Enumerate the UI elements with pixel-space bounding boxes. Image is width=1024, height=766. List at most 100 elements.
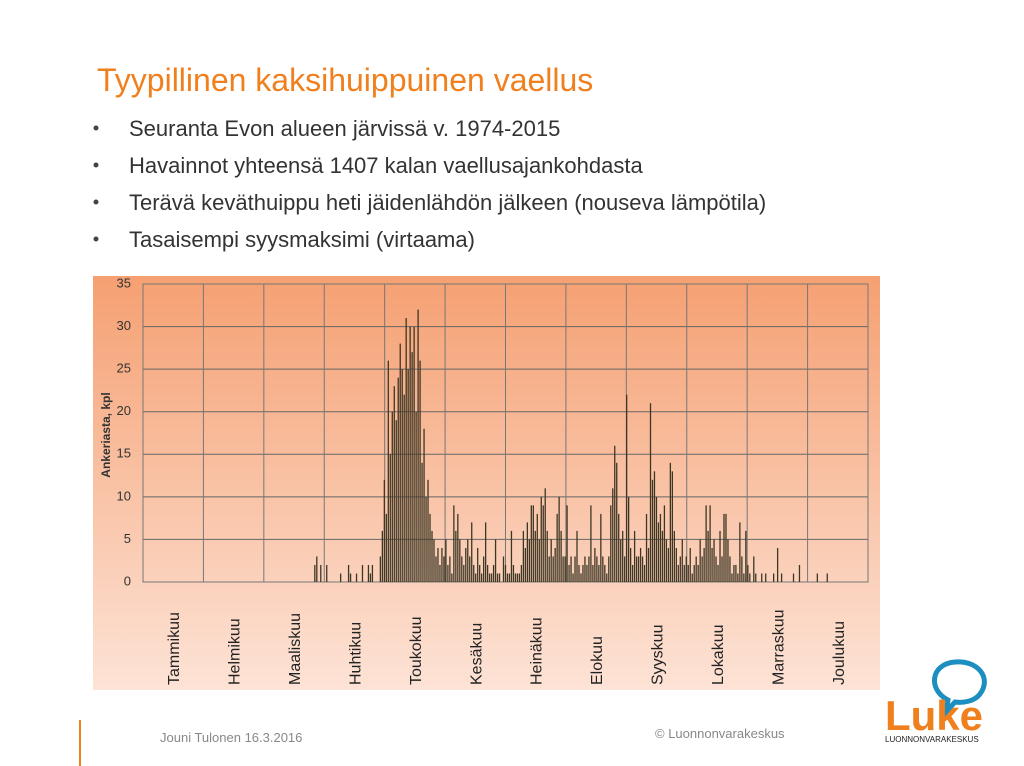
bar (421, 462, 423, 582)
bar (564, 556, 566, 582)
y-tick-label: 5 (124, 531, 131, 546)
bar (459, 539, 461, 582)
bar (580, 573, 582, 582)
bar (792, 573, 795, 582)
bar (669, 462, 672, 582)
bar (622, 530, 624, 582)
x-tick-label: Huhtikuu (347, 622, 364, 685)
bar (486, 564, 489, 582)
bar (401, 369, 403, 582)
bullet-dot (93, 199, 99, 205)
bar (582, 564, 584, 582)
bar (574, 556, 576, 582)
footer-author: Jouni Tulonen 16.3.2016 (160, 730, 302, 745)
bar (316, 556, 318, 582)
bar (314, 564, 316, 582)
bar (407, 369, 409, 582)
bar (733, 564, 735, 582)
bar (776, 547, 779, 582)
bar (665, 539, 668, 582)
bar (439, 564, 441, 582)
bar (588, 556, 590, 582)
bar (405, 318, 407, 582)
bar (568, 564, 570, 582)
bar (604, 564, 606, 582)
bar (584, 556, 586, 582)
x-tick-label: Heinäkuu (529, 617, 546, 685)
bar (721, 556, 723, 582)
bar (504, 564, 507, 582)
bar (417, 309, 419, 582)
bar (518, 573, 521, 582)
bar (647, 547, 650, 582)
bar (437, 547, 439, 582)
bar (508, 573, 511, 582)
y-tick-label: 35 (117, 275, 131, 290)
bar (755, 573, 757, 582)
bar (566, 505, 568, 582)
bar (520, 564, 523, 582)
bar (435, 556, 437, 582)
bar (371, 564, 374, 582)
bar (447, 564, 449, 582)
bullet-text: Seuranta Evon alueen järvissä v. 1974-20… (129, 116, 560, 141)
bar (618, 513, 620, 582)
bar (816, 573, 818, 582)
bar (743, 573, 745, 582)
bar (433, 539, 435, 582)
y-tick-label: 0 (124, 573, 131, 588)
bar (639, 547, 642, 582)
bar (713, 539, 715, 582)
bar (534, 530, 536, 582)
bullet-list: Seuranta Evon alueen järvissä v. 1974-20… (93, 116, 766, 252)
bar (661, 530, 664, 582)
bar (514, 573, 517, 582)
bar (546, 530, 548, 582)
bar (409, 326, 411, 582)
bar (367, 564, 370, 582)
bar (703, 547, 705, 582)
bar (667, 547, 670, 582)
x-tick-label: Maaliskuu (287, 613, 304, 685)
bar (544, 488, 546, 582)
bar (326, 564, 328, 582)
bar (641, 556, 644, 582)
x-tick-label: Toukokuu (408, 617, 425, 686)
bar (457, 513, 459, 582)
bar (562, 556, 564, 582)
bar (594, 547, 596, 582)
slide-title: Tyypillinen kaksihuippuinen vaellus (97, 62, 593, 98)
bar (473, 564, 475, 582)
bar (492, 564, 495, 582)
bar (528, 539, 530, 582)
bar (677, 564, 679, 582)
bar (560, 530, 562, 582)
bar (423, 428, 425, 582)
bar (673, 530, 675, 582)
bar (629, 547, 632, 582)
x-tick-label: Joulukuu (831, 621, 848, 685)
bar (463, 564, 465, 582)
bar (586, 564, 588, 582)
bar (536, 513, 538, 582)
bar (502, 556, 505, 582)
bullet-dot (93, 236, 99, 242)
bar (614, 445, 616, 582)
bar (496, 573, 499, 582)
bar (542, 505, 544, 582)
x-tick-label: Kesäkuu (468, 623, 485, 685)
bar (524, 547, 527, 582)
bar (403, 394, 405, 582)
bar (540, 496, 542, 582)
bar (445, 539, 447, 582)
bar (624, 556, 626, 582)
bar (453, 505, 455, 582)
bar (385, 513, 387, 582)
chart-background (93, 276, 880, 690)
bar (490, 573, 493, 582)
bar (749, 573, 751, 582)
bar (635, 556, 638, 582)
bar (381, 530, 383, 582)
bar (637, 556, 640, 582)
